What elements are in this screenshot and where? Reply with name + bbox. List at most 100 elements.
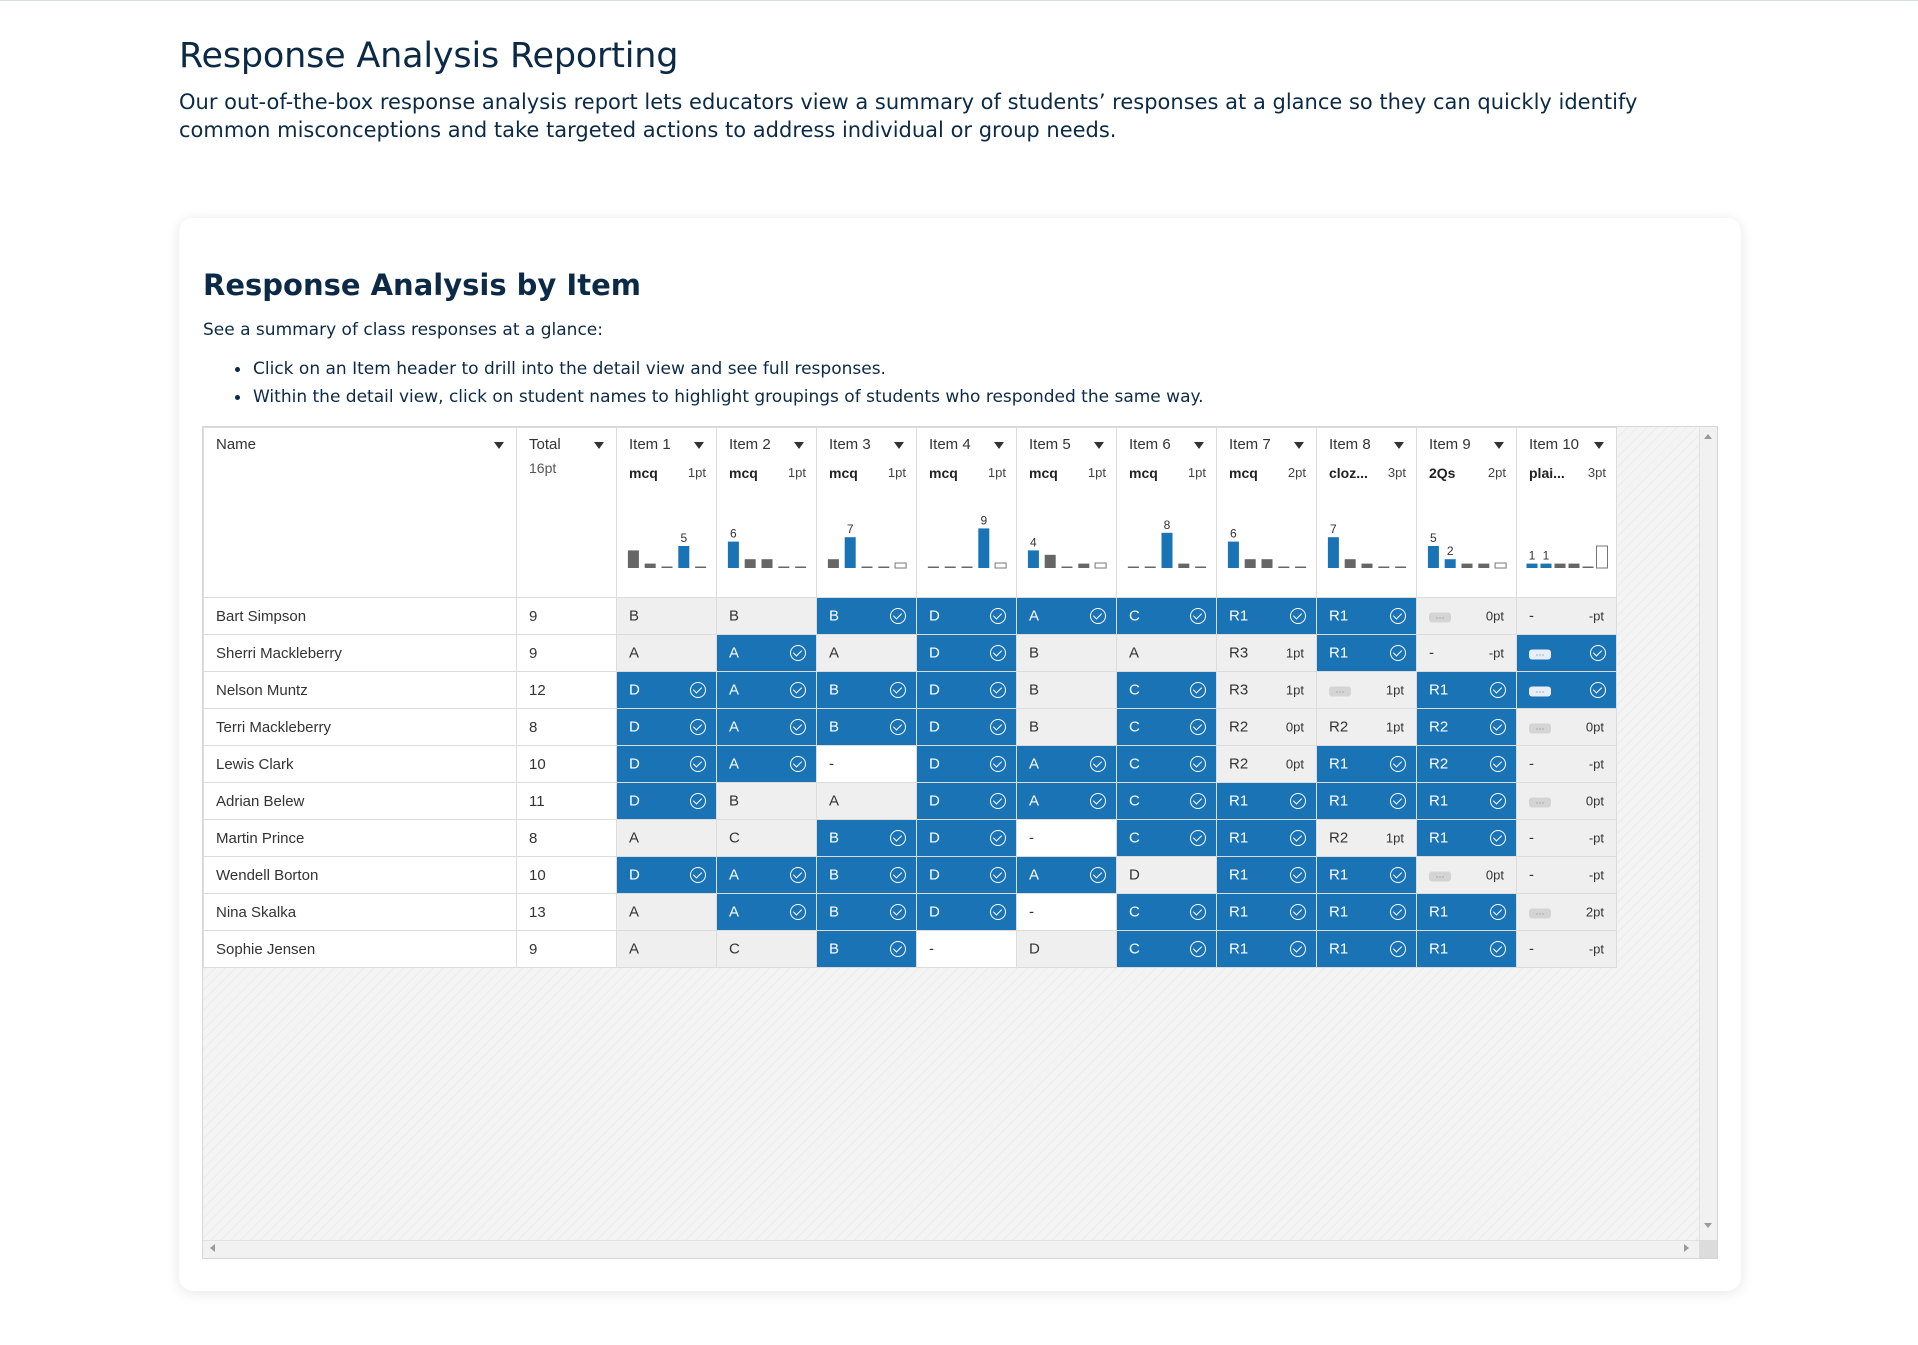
response-cell[interactable]: - -pt	[1516, 745, 1617, 783]
sort-caret-icon[interactable]	[694, 442, 704, 449]
response-cell-correct[interactable]: C	[1116, 745, 1217, 783]
response-cell[interactable]: ··· 2pt	[1516, 893, 1617, 931]
response-cell-correct[interactable]: R1	[1216, 782, 1317, 820]
response-cell-correct[interactable]: C	[1116, 597, 1217, 635]
response-cell[interactable]: - -pt	[1416, 634, 1517, 672]
response-cell-correct[interactable]: D	[916, 856, 1017, 894]
response-cell-correct[interactable]: C	[1116, 671, 1217, 709]
response-cell-correct[interactable]: R1	[1216, 893, 1317, 931]
response-cell-correct[interactable]: R1	[1316, 745, 1417, 783]
vertical-scrollbar[interactable]	[1699, 427, 1717, 1258]
student-name[interactable]: Sophie Jensen	[203, 930, 517, 968]
response-cell-correct[interactable]: R1	[1316, 856, 1417, 894]
student-name[interactable]: Terri Mackleberry	[203, 708, 517, 746]
scroll-left-arrow-icon[interactable]	[210, 1244, 215, 1252]
response-cell[interactable]: R2 1pt	[1316, 708, 1417, 746]
response-cell-correct[interactable]: C	[1116, 819, 1217, 857]
sort-caret-icon[interactable]	[894, 442, 904, 449]
response-cell-correct[interactable]: R1	[1316, 893, 1417, 931]
response-cell[interactable]: - -pt	[1516, 819, 1617, 857]
response-cell-correct[interactable]: D	[916, 597, 1017, 635]
response-cell[interactable]: D	[1116, 856, 1217, 894]
response-cell-correct[interactable]: A	[716, 634, 817, 672]
item-column-header[interactable]: Item 6 mcq 1pt 8	[1116, 427, 1217, 598]
response-cell[interactable]: ··· 0pt	[1416, 856, 1517, 894]
response-cell[interactable]: B	[716, 782, 817, 820]
scroll-right-arrow-icon[interactable]	[1684, 1244, 1689, 1252]
response-cell[interactable]: - -pt	[1516, 930, 1617, 968]
response-cell-correct[interactable]: C	[1116, 893, 1217, 931]
student-name[interactable]: Sherri Mackleberry	[203, 634, 517, 672]
response-cell[interactable]: R3 1pt	[1216, 634, 1317, 672]
response-cell-correct[interactable]: A	[716, 745, 817, 783]
response-cell[interactable]: B	[716, 597, 817, 635]
response-cell-correct[interactable]: D	[616, 671, 717, 709]
response-cell-correct[interactable]: R2	[1416, 745, 1517, 783]
response-cell-correct[interactable]: D	[616, 708, 717, 746]
response-cell[interactable]: A	[616, 634, 717, 672]
response-cell[interactable]: ··· 0pt	[1516, 708, 1617, 746]
response-cell[interactable]: A	[616, 819, 717, 857]
response-cell-correct[interactable]: B	[816, 671, 917, 709]
response-cell-correct[interactable]: R1	[1216, 930, 1317, 968]
response-cell[interactable]: D	[1016, 930, 1117, 968]
response-cell[interactable]: A	[816, 782, 917, 820]
name-column-header[interactable]: Name	[203, 427, 517, 598]
response-cell-correct[interactable]: R1	[1316, 597, 1417, 635]
item-column-header[interactable]: Item 2 mcq 1pt 6	[716, 427, 817, 598]
sort-caret-icon[interactable]	[994, 442, 1004, 449]
sort-caret-icon[interactable]	[1394, 442, 1404, 449]
response-cell-correct[interactable]: R1	[1316, 782, 1417, 820]
response-cell-correct[interactable]: A	[1016, 782, 1117, 820]
response-cell-correct[interactable]: ···	[1516, 671, 1617, 709]
response-cell-correct[interactable]: B	[816, 708, 917, 746]
response-cell-correct[interactable]: A	[716, 856, 817, 894]
response-cell-correct[interactable]: D	[616, 782, 717, 820]
response-cell[interactable]: B	[1016, 634, 1117, 672]
response-cell[interactable]: R2 0pt	[1216, 708, 1317, 746]
response-cell-correct[interactable]: C	[1116, 930, 1217, 968]
response-cell[interactable]: C	[716, 930, 817, 968]
item-column-header[interactable]: Item 10 plai... 3pt 1 1	[1516, 427, 1617, 598]
sort-caret-icon[interactable]	[1494, 442, 1504, 449]
item-column-header[interactable]: Item 7 mcq 2pt 6	[1216, 427, 1317, 598]
response-cell-correct[interactable]: B	[816, 893, 917, 931]
item-column-header[interactable]: Item 3 mcq 1pt 7	[816, 427, 917, 598]
response-cell[interactable]: R2 1pt	[1316, 819, 1417, 857]
total-column-header[interactable]: Total 16pt	[516, 427, 617, 598]
response-cell-correct[interactable]: D	[616, 856, 717, 894]
response-cell-correct[interactable]: R1	[1216, 597, 1317, 635]
response-cell[interactable]: -	[1016, 819, 1117, 857]
horizontal-scrollbar[interactable]	[203, 1240, 1700, 1258]
response-cell-correct[interactable]: R1	[1416, 930, 1517, 968]
response-cell-correct[interactable]: D	[916, 671, 1017, 709]
response-cell-correct[interactable]: R2	[1416, 708, 1517, 746]
response-cell[interactable]: - -pt	[1516, 597, 1617, 635]
response-cell-correct[interactable]: B	[816, 597, 917, 635]
response-cell-correct[interactable]: R1	[1216, 819, 1317, 857]
response-cell-correct[interactable]: A	[716, 893, 817, 931]
response-cell-correct[interactable]: D	[916, 782, 1017, 820]
sort-caret-icon[interactable]	[594, 442, 604, 449]
item-column-header[interactable]: Item 5 mcq 1pt 4	[1016, 427, 1117, 598]
item-column-header[interactable]: Item 1 mcq 1pt 5	[616, 427, 717, 598]
response-cell-correct[interactable]: D	[916, 634, 1017, 672]
response-cell[interactable]: ··· 1pt	[1316, 671, 1417, 709]
response-cell-correct[interactable]: R1	[1316, 634, 1417, 672]
response-cell-correct[interactable]: R1	[1416, 782, 1517, 820]
response-cell-correct[interactable]: R1	[1316, 930, 1417, 968]
response-cell-correct[interactable]: D	[916, 745, 1017, 783]
response-cell[interactable]: B	[616, 597, 717, 635]
response-cell-correct[interactable]: R1	[1416, 819, 1517, 857]
response-cell[interactable]: A	[816, 634, 917, 672]
response-cell[interactable]: B	[1016, 671, 1117, 709]
response-cell-correct[interactable]: A	[1016, 597, 1117, 635]
response-cell-correct[interactable]: C	[1116, 708, 1217, 746]
response-cell-correct[interactable]: C	[1116, 782, 1217, 820]
response-cell[interactable]: C	[716, 819, 817, 857]
response-cell[interactable]: - -pt	[1516, 856, 1617, 894]
sort-caret-icon[interactable]	[1294, 442, 1304, 449]
item-column-header[interactable]: Item 9 2Qs 2pt 5 2	[1416, 427, 1517, 598]
response-cell[interactable]: A	[1116, 634, 1217, 672]
response-cell-correct[interactable]: A	[1016, 745, 1117, 783]
